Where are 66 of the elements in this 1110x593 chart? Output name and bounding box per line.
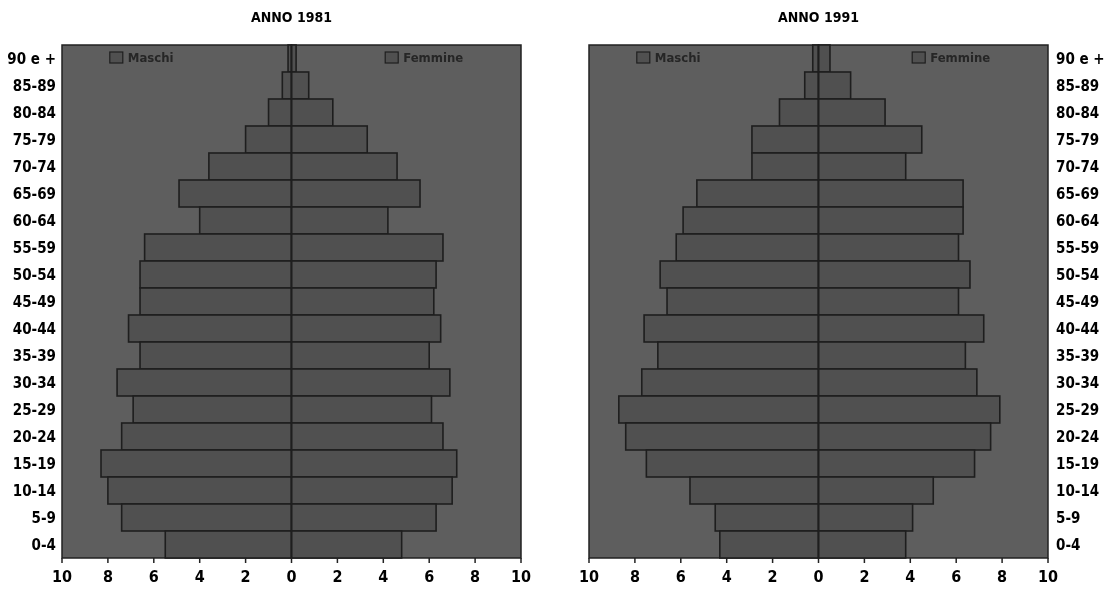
y-tick-label: 45-49	[12, 292, 56, 311]
x-tick-label: 4	[905, 567, 916, 586]
y-tick-label: 55-59	[1056, 238, 1100, 257]
x-tick-label: 8	[629, 567, 640, 586]
y-tick-label: 20-24	[12, 427, 56, 446]
y-tick-label: 35-39	[1056, 346, 1100, 365]
y-tick-label: 40-44	[12, 319, 56, 338]
y-tick-label: 15-19	[12, 454, 56, 473]
chart-title: ANNO 1991	[778, 9, 859, 25]
x-tick-label: 2	[332, 567, 343, 586]
legend-label: Maschi	[127, 50, 174, 65]
y-tick-label: 5-9	[31, 508, 56, 527]
y-tick-label: 20-24	[1056, 427, 1100, 446]
y-tick-label: 65-69	[12, 184, 56, 203]
y-tick-label: 15-19	[1056, 454, 1100, 473]
x-tick-label: 8	[470, 567, 481, 586]
y-tick-label: 0-4	[1056, 535, 1081, 554]
y-tick-label: 30-34	[1056, 373, 1100, 392]
x-tick-label: 0	[813, 567, 824, 586]
y-tick-label: 85-89	[1056, 76, 1100, 95]
x-tick-label: 4	[378, 567, 389, 586]
legend-label: Femmine	[930, 50, 991, 65]
x-tick-label: 10	[510, 567, 532, 586]
y-tick-label: 50-54	[1056, 265, 1100, 284]
y-tick-label: 70-74	[1056, 157, 1100, 176]
x-tick-label: 10	[1037, 567, 1059, 586]
y-tick-label: 75-79	[12, 130, 56, 149]
y-tick-label: 90 e +	[7, 49, 56, 68]
x-tick-label: 4	[721, 567, 732, 586]
x-tick-label: 2	[767, 567, 778, 586]
y-tick-label: 5-9	[1056, 508, 1081, 527]
x-tick-label: 6	[148, 567, 159, 586]
y-tick-label: 10-14	[12, 481, 56, 500]
y-tick-label: 25-29	[12, 400, 56, 419]
y-tick-label: 30-34	[12, 373, 56, 392]
y-tick-label: 35-39	[12, 346, 56, 365]
legend-label: Maschi	[654, 50, 701, 65]
y-tick-label: 80-84	[12, 103, 56, 122]
y-tick-label: 40-44	[1056, 319, 1100, 338]
y-tick-label: 60-64	[12, 211, 56, 230]
y-tick-label: 70-74	[12, 157, 56, 176]
x-tick-label: 4	[194, 567, 205, 586]
x-tick-label: 0	[286, 567, 297, 586]
x-tick-label: 8	[102, 567, 113, 586]
y-tick-label: 60-64	[1056, 211, 1100, 230]
x-tick-label: 8	[997, 567, 1008, 586]
y-tick-label: 45-49	[1056, 292, 1100, 311]
x-tick-label: 6	[424, 567, 435, 586]
y-tick-label: 85-89	[12, 76, 56, 95]
y-tick-label: 55-59	[12, 238, 56, 257]
y-tick-label: 0-4	[31, 535, 56, 554]
y-tick-label: 50-54	[12, 265, 56, 284]
legend-label: Femmine	[403, 50, 464, 65]
y-tick-label: 25-29	[1056, 400, 1100, 419]
y-tick-label: 75-79	[1056, 130, 1100, 149]
y-tick-label: 10-14	[1056, 481, 1100, 500]
x-tick-label: 6	[951, 567, 962, 586]
x-tick-label: 6	[675, 567, 686, 586]
x-tick-label: 2	[859, 567, 870, 586]
y-tick-label: 65-69	[1056, 184, 1100, 203]
x-tick-label: 2	[240, 567, 251, 586]
x-tick-label: 10	[51, 567, 73, 586]
x-tick-label: 10	[578, 567, 600, 586]
chart-title: ANNO 1981	[251, 9, 332, 25]
y-tick-label: 80-84	[1056, 103, 1100, 122]
y-tick-label: 90 e +	[1056, 49, 1105, 68]
